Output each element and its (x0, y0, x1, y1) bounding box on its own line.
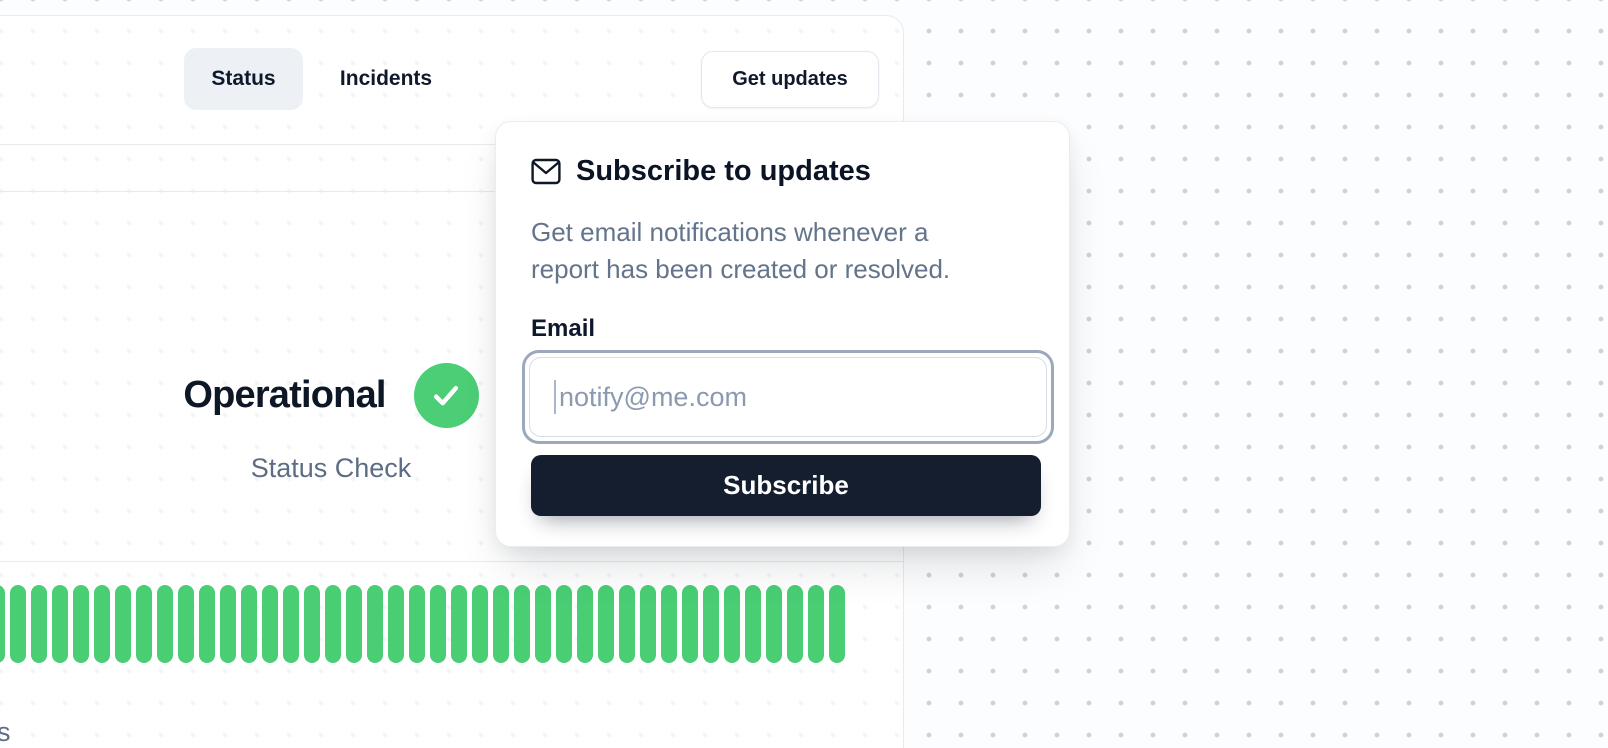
check-icon (434, 385, 459, 405)
popover-description-line1: Get email notifications whenever a (531, 217, 929, 247)
uptime-bar[interactable] (178, 585, 194, 663)
uptime-bar[interactable] (241, 585, 257, 663)
popover-description: Get email notifications whenever a repor… (531, 214, 1021, 288)
uptime-bar[interactable] (724, 585, 740, 663)
uptime-bar[interactable] (577, 585, 593, 663)
uptime-bar[interactable] (283, 585, 299, 663)
uptime-bar[interactable] (346, 585, 362, 663)
uptime-bars (0, 585, 845, 663)
uptime-bar[interactable] (619, 585, 635, 663)
get-updates-label: Get updates (732, 68, 848, 90)
uptime-bar[interactable] (157, 585, 173, 663)
uptime-bar[interactable] (598, 585, 614, 663)
uptime-bar[interactable] (556, 585, 572, 663)
subscribe-button[interactable]: Subscribe (531, 455, 1041, 516)
email-input-focus-ring (522, 350, 1054, 444)
uptime-bar[interactable] (535, 585, 551, 663)
get-updates-button[interactable]: Get updates (701, 51, 879, 108)
status-state-text: Operational (183, 374, 386, 416)
email-input[interactable] (559, 381, 1046, 413)
uptime-bar[interactable] (430, 585, 446, 663)
uptime-bar[interactable] (472, 585, 488, 663)
uptime-bar[interactable] (115, 585, 131, 663)
subscribe-popover: Subscribe to updates Get email notificat… (495, 121, 1070, 547)
uptime-axis-partial-text: s (0, 717, 11, 747)
uptime-bar[interactable] (31, 585, 47, 663)
uptime-bar[interactable] (808, 585, 824, 663)
uptime-section-divider (0, 561, 903, 562)
uptime-bar[interactable] (703, 585, 719, 663)
uptime-bar[interactable] (661, 585, 677, 663)
email-label: Email (531, 315, 596, 342)
popover-title: Subscribe to updates (576, 155, 871, 187)
email-field-wrapper[interactable] (529, 357, 1047, 437)
tab-incidents[interactable]: Incidents (314, 48, 458, 110)
mail-icon (531, 158, 561, 185)
uptime-bar[interactable] (10, 585, 26, 663)
uptime-bar[interactable] (262, 585, 278, 663)
popover-description-line2: report has been created or resolved. (531, 254, 951, 284)
uptime-bar[interactable] (829, 585, 845, 663)
uptime-bar[interactable] (409, 585, 425, 663)
uptime-bar[interactable] (304, 585, 320, 663)
uptime-bar[interactable] (0, 585, 5, 663)
header-divider (0, 144, 903, 145)
uptime-bar[interactable] (220, 585, 236, 663)
tab-status[interactable]: Status (184, 48, 303, 110)
monitor-name: Status Check (250, 453, 412, 483)
status-hero: Operational (183, 363, 479, 428)
uptime-bar[interactable] (136, 585, 152, 663)
text-cursor (554, 380, 556, 414)
tab-incidents-label: Incidents (339, 67, 433, 90)
uptime-bar[interactable] (640, 585, 656, 663)
uptime-bar[interactable] (514, 585, 530, 663)
uptime-bar[interactable] (766, 585, 782, 663)
uptime-bar[interactable] (52, 585, 68, 663)
status-ok-badge (413, 363, 479, 428)
uptime-bar[interactable] (199, 585, 215, 663)
banner-divider (0, 191, 903, 192)
uptime-bar[interactable] (745, 585, 761, 663)
uptime-bar[interactable] (367, 585, 383, 663)
tab-status-label: Status (211, 67, 276, 90)
uptime-bar[interactable] (787, 585, 803, 663)
uptime-bar[interactable] (73, 585, 89, 663)
uptime-bar[interactable] (325, 585, 341, 663)
uptime-bar[interactable] (388, 585, 404, 663)
subscribe-button-label: Subscribe (723, 470, 849, 500)
uptime-bar[interactable] (451, 585, 467, 663)
uptime-bar[interactable] (682, 585, 698, 663)
popover-title-row: Subscribe to updates (531, 155, 871, 188)
uptime-bar[interactable] (94, 585, 110, 663)
uptime-bar[interactable] (493, 585, 509, 663)
